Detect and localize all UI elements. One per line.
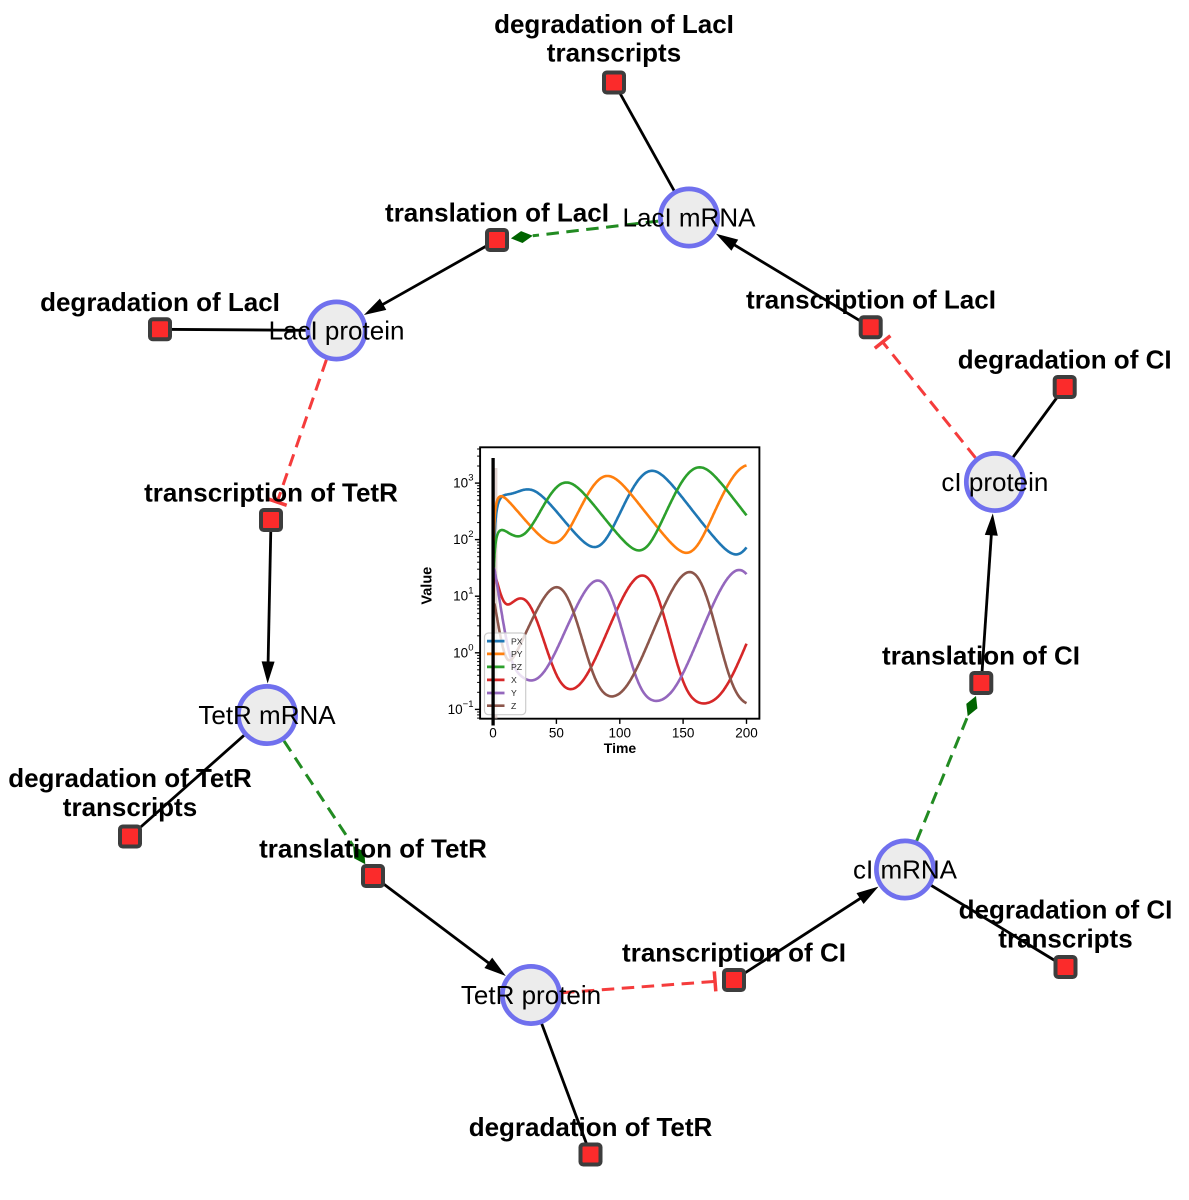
svg-text:X: X	[511, 675, 517, 685]
svg-text:200: 200	[735, 726, 758, 741]
svg-text:Value: Value	[420, 567, 436, 605]
svg-text:transcription of TetR: transcription of TetR	[144, 478, 398, 508]
svg-text:transcripts: transcripts	[547, 38, 681, 68]
svg-text:degradation of LacI: degradation of LacI	[494, 9, 734, 39]
svg-text:transcripts: transcripts	[63, 792, 197, 822]
svg-text:Z: Z	[511, 701, 517, 711]
svg-text:0: 0	[489, 726, 497, 741]
svg-text:cI mRNA: cI mRNA	[853, 855, 958, 885]
svg-text:transcripts: transcripts	[998, 924, 1132, 954]
svg-text:Y: Y	[511, 688, 517, 698]
svg-text:150: 150	[672, 726, 695, 741]
svg-text:TetR mRNA: TetR mRNA	[198, 700, 336, 730]
svg-text:PX: PX	[511, 636, 523, 646]
svg-text:PZ: PZ	[511, 662, 523, 672]
svg-text:LacI mRNA: LacI mRNA	[623, 203, 757, 233]
svg-text:transcription of CI: transcription of CI	[622, 938, 846, 968]
svg-text:Time: Time	[604, 740, 637, 756]
svg-text:degradation of CI: degradation of CI	[958, 345, 1172, 375]
svg-text:PY: PY	[511, 649, 523, 659]
svg-text:100: 100	[609, 726, 632, 741]
svg-text:degradation of TetR: degradation of TetR	[469, 1112, 713, 1142]
svg-text:cI protein: cI protein	[941, 467, 1048, 497]
svg-text:TetR protein: TetR protein	[461, 980, 601, 1010]
svg-text:transcription of LacI: transcription of LacI	[746, 285, 996, 315]
svg-text:degradation of LacI: degradation of LacI	[40, 287, 280, 317]
svg-text:LacI protein: LacI protein	[269, 316, 405, 346]
svg-text:translation of LacI: translation of LacI	[385, 198, 609, 228]
svg-text:translation of CI: translation of CI	[882, 641, 1080, 671]
svg-text:translation of TetR: translation of TetR	[259, 834, 487, 864]
svg-text:degradation of TetR: degradation of TetR	[8, 763, 252, 793]
svg-text:50: 50	[549, 726, 564, 741]
svg-text:degradation of CI: degradation of CI	[959, 895, 1173, 925]
